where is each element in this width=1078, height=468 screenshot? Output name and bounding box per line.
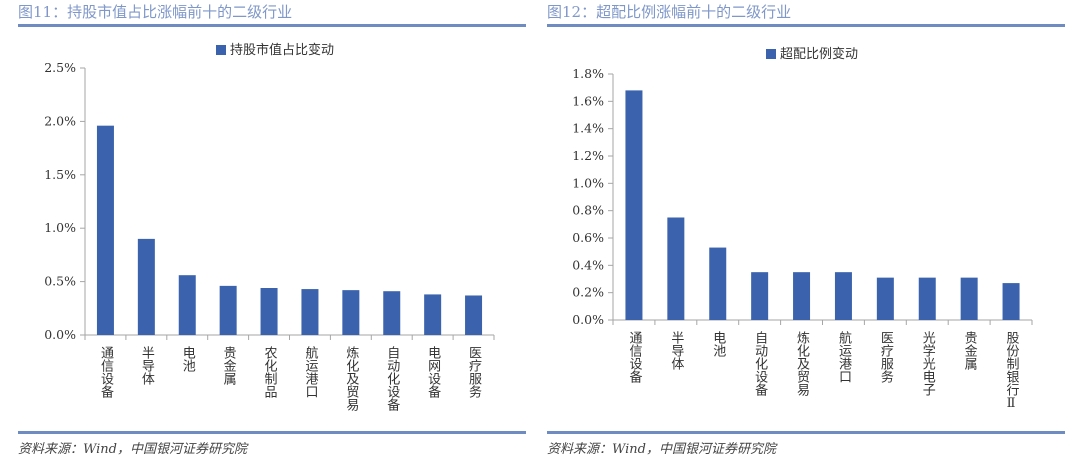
x-tick-label: 通信设备: [626, 331, 642, 384]
bar: [960, 277, 978, 320]
bar: [178, 275, 196, 335]
bar-chart: 超配比例变动 0.0% 0.2% 0.4% 0.6% 0.8% 1.0% 1.2% 1.4% 1.…: [572, 46, 1033, 411]
x-tick-label: 炼化及贸易: [794, 331, 810, 397]
x-tick-label: 医疗服务: [466, 346, 482, 398]
legend-swatch: [216, 45, 226, 55]
x-tick-label: 光学光电子: [920, 331, 936, 396]
bar: [424, 294, 442, 335]
bar: [625, 90, 643, 321]
y-tick-label: 1.0%: [572, 175, 604, 190]
legend-label: 超配比例变动: [780, 46, 858, 62]
x-tick-label: 自动化设备: [384, 346, 400, 412]
x-tick-label: 半导体: [139, 346, 155, 385]
bar: [834, 272, 852, 320]
source-note: 资料来源：Wind，中国银河证券研究院: [547, 442, 776, 457]
panel-chart-11: 图11：持股市值占比涨幅前十的二级行业 持股市值占比变动 0.0% 0.5% 1.0%…: [18, 0, 526, 468]
x-tick-label: 通信设备: [98, 346, 114, 399]
panel-chart-12: 图12：超配比例涨幅前十的二级行业 超配比例变动 0.0% 0.2% 0.4% 0.6%…: [547, 0, 1065, 468]
y-tick-label: 1.6%: [572, 93, 604, 108]
bar: [137, 238, 155, 335]
y-tick-label: 0.4%: [572, 257, 604, 272]
y-tick-label: 0.8%: [572, 203, 604, 218]
x-tick-label: 自动化设备: [752, 331, 768, 397]
y-tick-label: 0.5%: [44, 274, 76, 289]
chart-title: 图11：持股市值占比涨幅前十的二级行业: [18, 3, 293, 21]
x-tick-label: 航运港口: [302, 345, 318, 398]
x-tick-label: 医疗服务: [878, 331, 894, 383]
x-tick-label: 贵金属: [962, 331, 978, 371]
bar: [383, 291, 401, 335]
bar: [96, 125, 114, 335]
legend-label: 持股市值占比变动: [230, 42, 334, 58]
bar: [709, 247, 727, 320]
x-tick-label: 电网设备: [425, 346, 441, 399]
title-rule: [18, 24, 526, 27]
bar: [793, 272, 811, 320]
y-tick-label: 0.6%: [572, 230, 604, 245]
chart-title: 图12：超配比例涨幅前十的二级行业: [547, 3, 792, 21]
bar: [918, 277, 936, 320]
x-tick-label: 半导体: [668, 331, 684, 370]
y-tick-label: 1.8%: [572, 66, 604, 81]
source-rule: [547, 431, 1065, 434]
y-tick-label: 2.0%: [44, 113, 76, 128]
bar: [301, 289, 319, 335]
y-tick-label: 0.2%: [572, 285, 604, 300]
bar: [1002, 283, 1020, 320]
y-tick-label: 0.0%: [44, 327, 76, 342]
bar: [219, 285, 237, 335]
y-tick-label: 1.0%: [44, 220, 76, 235]
bar: [667, 217, 685, 320]
y-tick-label: 1.5%: [44, 167, 76, 182]
y-tick-label: 2.5%: [44, 60, 76, 75]
source-rule: [18, 431, 526, 434]
y-tick-label: 0.0%: [572, 312, 604, 327]
x-tick-label: 电池: [710, 331, 726, 357]
bar-chart: 持股市值占比变动 0.0% 0.5% 1.0% 1.5% 2.0% 2.5% 通信设备 半导体 电…: [44, 42, 495, 412]
bar: [751, 272, 769, 320]
y-tick-label: 1.4%: [572, 121, 604, 136]
bar: [342, 290, 360, 335]
bar: [260, 288, 278, 335]
x-tick-label: 炼化及贸易: [343, 346, 359, 412]
bar: [876, 277, 894, 320]
x-tick-label: 股份制银行Ⅱ: [1004, 331, 1020, 411]
y-tick-label: 1.2%: [572, 148, 604, 163]
x-tick-label: 航运港口: [836, 330, 852, 383]
bar: [465, 295, 483, 335]
title-rule: [547, 24, 1065, 27]
x-tick-label: 农化制品: [262, 346, 278, 398]
legend-swatch: [766, 49, 776, 59]
x-tick-label: 贵金属: [221, 346, 237, 386]
source-note: 资料来源：Wind，中国银河证券研究院: [18, 442, 247, 457]
x-tick-label: 电池: [180, 346, 196, 372]
